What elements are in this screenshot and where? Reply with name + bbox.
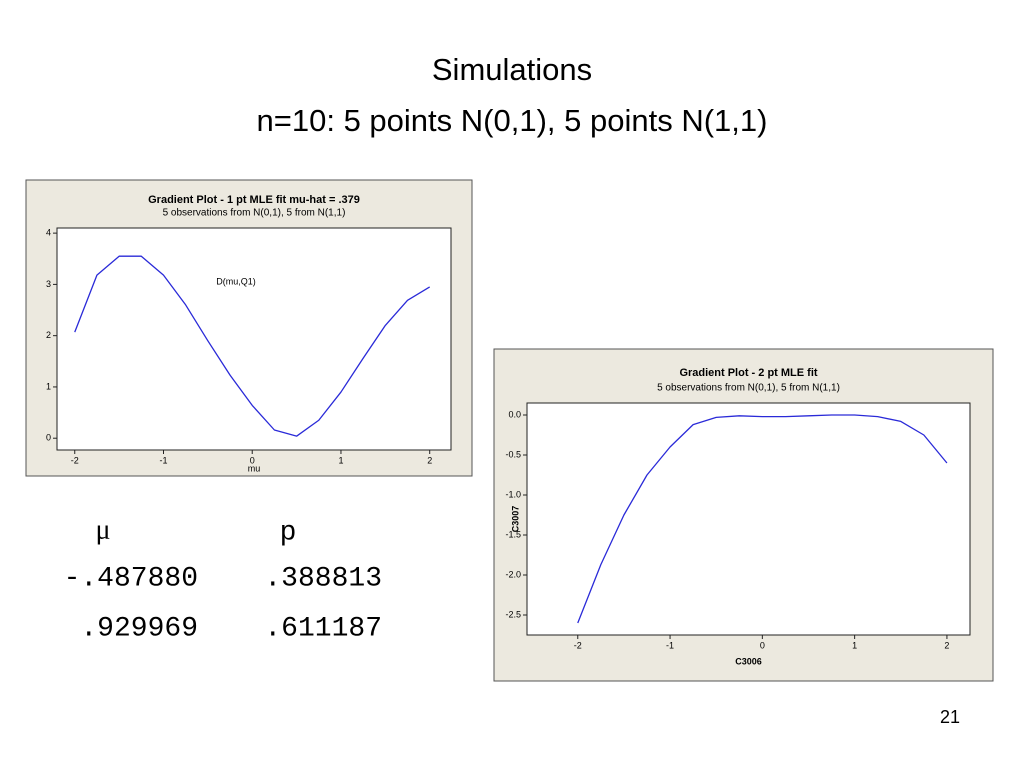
y-tick-label: -1.5 <box>505 529 521 539</box>
x-tick-label: -2 <box>574 640 582 650</box>
x-tick-label: 1 <box>852 640 857 650</box>
y-tick-label: 2 <box>46 330 51 340</box>
page-number: 21 <box>940 707 960 727</box>
x-tick-label: 2 <box>944 640 949 650</box>
data-line <box>74 255 431 437</box>
table-cell: .929969 <box>80 613 198 644</box>
y-tick-label: -0.5 <box>505 449 521 459</box>
y-tick-label: 3 <box>46 279 51 289</box>
table-cell: .388813 <box>264 563 382 594</box>
table-header: μ <box>95 514 110 545</box>
data-line <box>577 414 948 624</box>
plot-area <box>526 402 971 636</box>
chart-subtitle: 5 observations from N(0,1), 5 from N(1,1… <box>163 208 346 219</box>
y-tick-label: 0.0 <box>508 409 521 419</box>
y-tick-label: 1 <box>46 381 51 391</box>
y-axis-label: C3007 <box>510 506 520 533</box>
slide-title: Simulations <box>432 52 592 87</box>
y-tick-label: -2.5 <box>505 609 521 619</box>
x-tick-label: 0 <box>250 455 255 465</box>
x-tick-label: -1 <box>666 640 674 650</box>
y-tick-label: -2.0 <box>505 569 521 579</box>
annotation: D(mu,Q1) <box>216 276 256 286</box>
x-tick-label: -1 <box>159 455 167 465</box>
x-tick-label: 1 <box>338 455 343 465</box>
x-tick-label: 2 <box>427 455 432 465</box>
chart-subtitle: 5 observations from N(0,1), 5 from N(1,1… <box>657 383 840 394</box>
slide-subtitle: n=10: 5 points N(0,1), 5 points N(1,1) <box>257 103 768 138</box>
x-tick-label: -2 <box>71 455 79 465</box>
y-tick-label: -1.0 <box>505 489 521 499</box>
x-tick-label: 0 <box>760 640 765 650</box>
y-tick-label: 4 <box>46 228 51 238</box>
table-cell: .611187 <box>264 613 382 644</box>
x-axis-label: mu <box>248 463 261 473</box>
chart-title: Gradient Plot - 1 pt MLE fit mu-hat = .3… <box>148 194 360 206</box>
plot-area <box>56 227 452 451</box>
table-cell: -.487880 <box>64 563 198 594</box>
x-axis-label: C3006 <box>735 656 762 666</box>
chart-title: Gradient Plot - 2 pt MLE fit <box>679 367 817 379</box>
y-tick-label: 0 <box>46 433 51 443</box>
table-header: p <box>280 517 297 548</box>
